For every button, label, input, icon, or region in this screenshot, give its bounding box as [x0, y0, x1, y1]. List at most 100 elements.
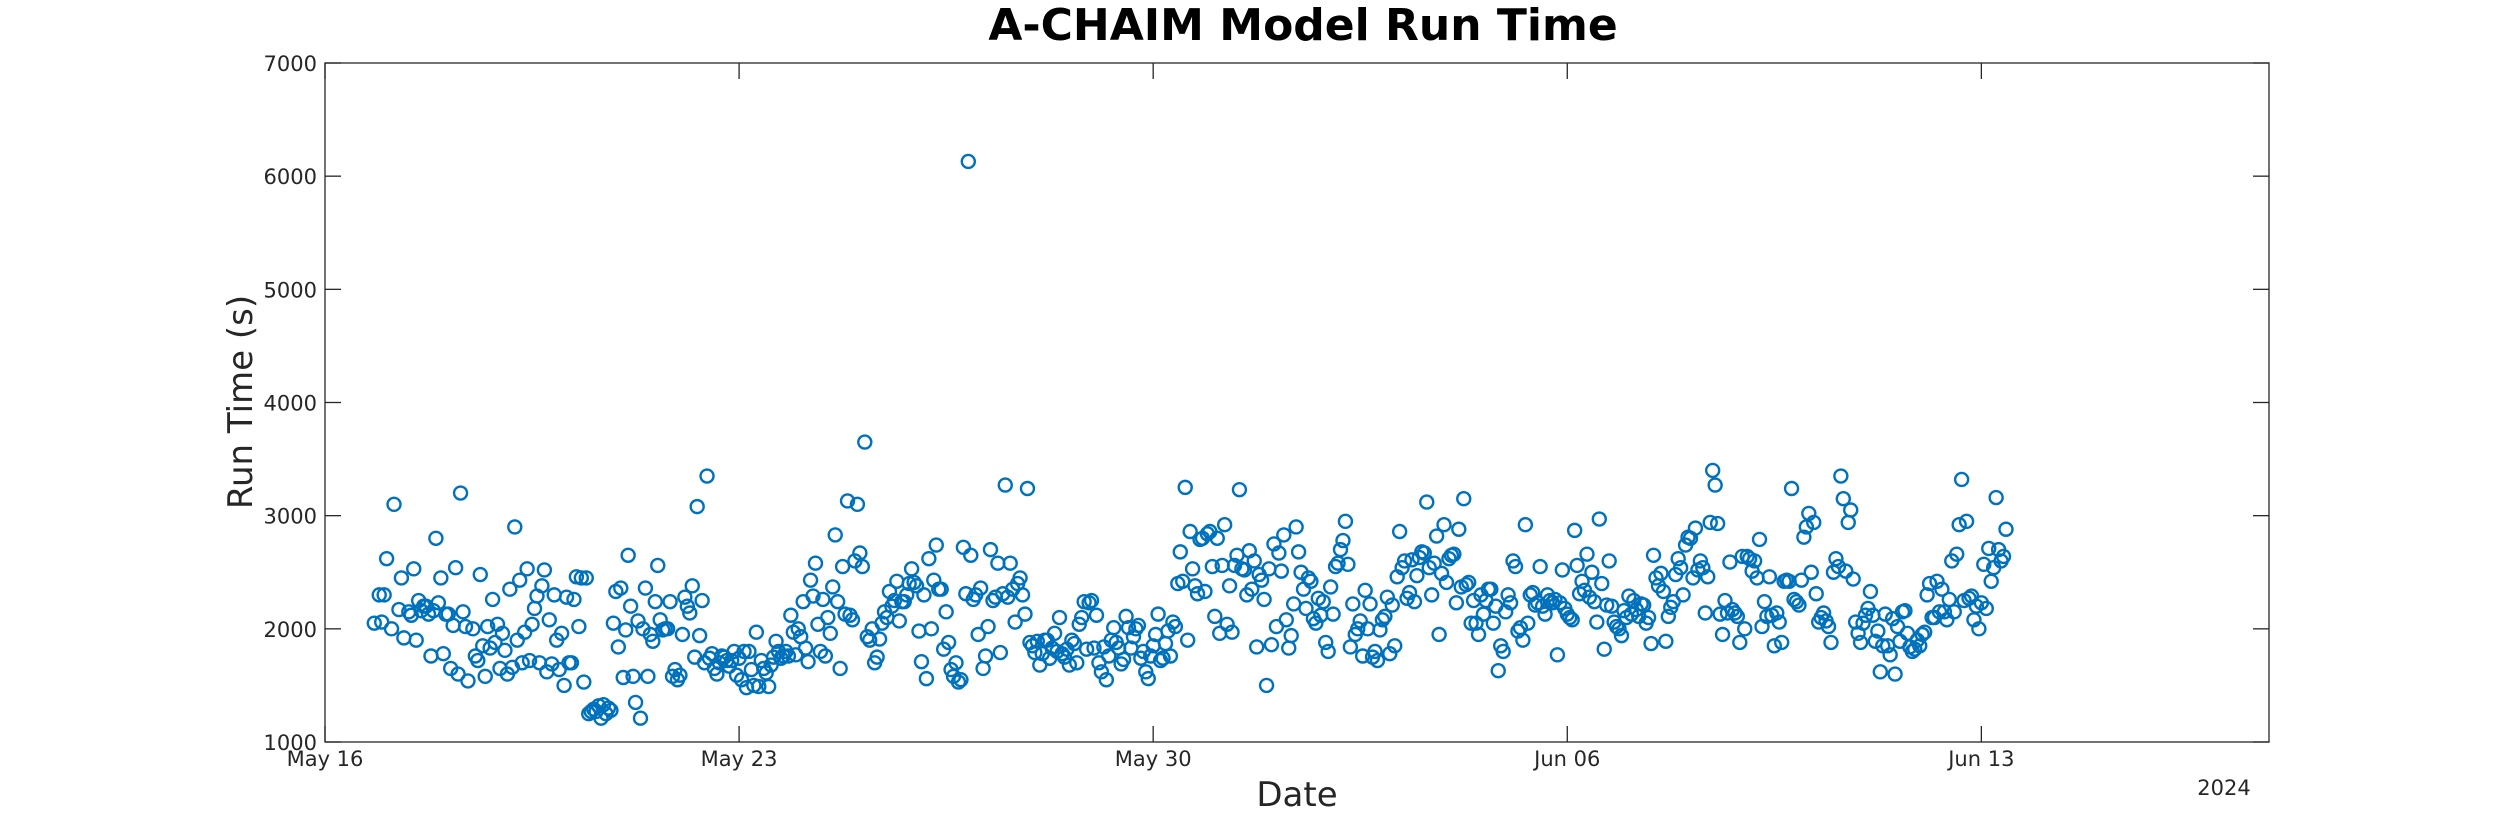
- data-point: [1579, 546, 1595, 562]
- data-point: [672, 667, 688, 683]
- data-point: [1714, 626, 1731, 643]
- data-point: [1803, 564, 1819, 580]
- data-point: [1897, 603, 1913, 619]
- data-point: [1244, 581, 1260, 597]
- data-point: [691, 627, 708, 644]
- data-point: [699, 468, 715, 484]
- data-point: [445, 617, 461, 634]
- data-point: [1544, 595, 1561, 611]
- x-tick-label: May 16: [287, 747, 364, 771]
- data-point: [768, 633, 784, 649]
- data-point: [1640, 609, 1657, 626]
- data-point: [526, 600, 543, 617]
- y-tick-label: 2000: [264, 618, 317, 642]
- data-point: [1995, 548, 2012, 565]
- data-point: [650, 557, 666, 574]
- data-point: [1448, 595, 1465, 611]
- data-point: [797, 640, 814, 656]
- data-point: [1554, 562, 1571, 578]
- data-point: [1562, 609, 1578, 626]
- data-point: [1000, 589, 1016, 605]
- data-point: [1409, 567, 1425, 584]
- data-point: [610, 639, 627, 655]
- data-point: [1253, 572, 1270, 588]
- data-point: [1828, 550, 1844, 567]
- data-point: [933, 581, 949, 597]
- y-tick-label: 3000: [264, 505, 317, 529]
- data-point: [938, 604, 954, 620]
- data-point: [1320, 643, 1336, 660]
- data-point: [1071, 616, 1087, 633]
- data-point: [1219, 616, 1235, 633]
- data-point: [1345, 596, 1361, 612]
- data-point: [790, 621, 806, 637]
- data-point: [1387, 638, 1403, 654]
- data-point: [1495, 643, 1511, 660]
- data-point: [1470, 626, 1487, 643]
- data-point: [627, 694, 644, 711]
- data-point: [1340, 556, 1356, 573]
- data-point: [1707, 477, 1723, 493]
- data-point: [1377, 608, 1393, 625]
- data-point: [1216, 517, 1233, 533]
- data-point: [487, 634, 503, 651]
- data-point: [423, 648, 439, 664]
- data-point: [886, 592, 903, 609]
- data-point: [1446, 546, 1462, 562]
- data-point: [1463, 615, 1479, 631]
- data-point: [1601, 553, 1617, 569]
- data-point: [1958, 513, 1975, 530]
- data-point: [1197, 583, 1213, 600]
- data-point: [1273, 563, 1290, 579]
- data-point: [1406, 593, 1423, 610]
- data-point: [1367, 643, 1383, 660]
- data-point: [1384, 597, 1400, 613]
- data-point: [807, 555, 824, 571]
- data-point: [1978, 600, 1994, 617]
- data-point: [1983, 573, 1999, 590]
- data-point: [1485, 615, 1502, 631]
- data-point: [760, 678, 777, 695]
- data-point: [546, 587, 562, 603]
- data-point: [1951, 517, 1967, 533]
- data-point: [1783, 480, 1800, 497]
- data-point: [509, 632, 525, 648]
- data-point: [1394, 560, 1410, 576]
- data-point: [1882, 647, 1898, 663]
- data-point: [1845, 571, 1861, 587]
- data-point: [829, 593, 846, 610]
- data-point: [1231, 481, 1248, 498]
- data-point: [1872, 664, 1888, 680]
- data-point: [1315, 593, 1331, 610]
- data-point: [1303, 573, 1319, 590]
- data-point: [541, 612, 557, 628]
- data-point: [484, 591, 501, 608]
- data-point: [1692, 553, 1709, 569]
- data-point: [1335, 532, 1351, 549]
- data-point: [997, 477, 1013, 493]
- data-point: [1729, 608, 1746, 625]
- data-point: [1737, 621, 1753, 637]
- data-point: [682, 605, 698, 621]
- data-point: [430, 595, 447, 611]
- data-point: [1162, 648, 1179, 664]
- data-point: [1424, 587, 1440, 603]
- data-point: [1823, 634, 1839, 651]
- data-point: [1290, 544, 1307, 560]
- x-axis-label: Date: [1256, 775, 1337, 815]
- data-point: [406, 561, 422, 577]
- data-point: [1372, 622, 1388, 638]
- data-point: [507, 519, 523, 535]
- data-point: [408, 632, 424, 648]
- data-point: [1019, 480, 1036, 497]
- year-label: 2024: [2197, 776, 2250, 800]
- data-point: [780, 648, 797, 664]
- data-point: [1855, 615, 1871, 631]
- data-point: [566, 591, 582, 608]
- data-point: [1249, 639, 1265, 655]
- data-point: [1929, 573, 1945, 590]
- data-point: [977, 648, 994, 664]
- data-point: [1369, 652, 1386, 669]
- data-point: [1916, 624, 1933, 640]
- data-point: [1396, 553, 1413, 569]
